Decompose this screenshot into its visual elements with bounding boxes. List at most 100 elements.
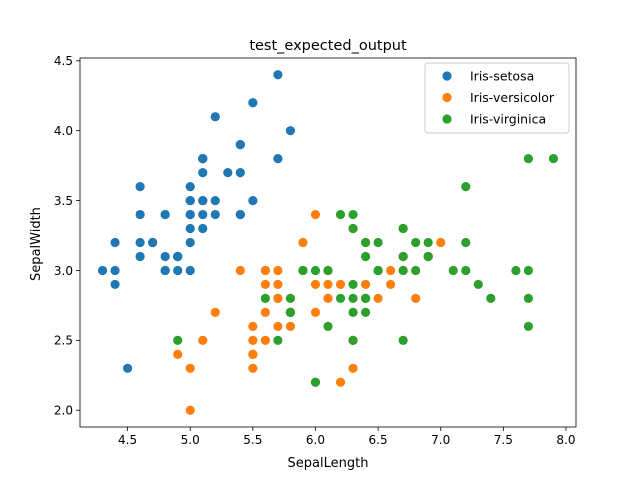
point-iris-versicolor-4 xyxy=(373,293,383,304)
point-iris-versicolor-40 xyxy=(248,321,258,331)
point-iris-versicolor-34 xyxy=(235,265,245,276)
point-iris-virginica-12 xyxy=(411,265,421,276)
point-iris-versicolor-45 xyxy=(273,265,283,276)
point-iris-setosa-25 xyxy=(185,265,195,276)
point-iris-versicolor-37 xyxy=(348,363,358,373)
point-iris-virginica-15 xyxy=(360,237,371,248)
point-iris-versicolor-44 xyxy=(260,307,270,317)
point-iris-versicolor-8 xyxy=(386,279,396,290)
point-iris-versicolor-43 xyxy=(185,363,195,373)
y-tick-label: 3.5 xyxy=(54,194,73,208)
point-iris-virginica-11 xyxy=(360,307,371,317)
point-iris-versicolor-23 xyxy=(323,293,333,304)
point-iris-virginica-7 xyxy=(473,279,483,290)
x-tick-label: 7.5 xyxy=(494,433,513,447)
point-iris-setosa-6 xyxy=(135,209,145,220)
point-iris-setosa-42 xyxy=(110,237,120,248)
point-iris-versicolor-38 xyxy=(260,265,270,276)
x-axis-ticks: 4.5 5.0 5.5 6.0 6.5 7.0 7.5 8.0 xyxy=(118,427,576,447)
point-iris-setosa-33 xyxy=(248,98,258,108)
point-iris-versicolor-26 xyxy=(411,293,421,304)
point-iris-virginica-30 xyxy=(486,293,496,304)
point-iris-virginica-46 xyxy=(348,335,358,345)
legend-label: Iris-virginica xyxy=(470,112,546,127)
y-tick-label: 4.5 xyxy=(54,54,73,68)
point-iris-virginica-0 xyxy=(348,223,358,234)
point-iris-setosa-27 xyxy=(210,195,220,206)
point-iris-virginica-45 xyxy=(398,265,408,276)
point-iris-virginica-25 xyxy=(461,237,471,248)
point-iris-setosa-22 xyxy=(135,181,145,192)
point-iris-setosa-35 xyxy=(185,237,195,248)
point-iris-versicolor-18 xyxy=(335,377,346,387)
point-iris-versicolor-48 xyxy=(198,335,208,345)
point-iris-virginica-27 xyxy=(323,265,333,276)
point-iris-virginica-37 xyxy=(360,251,371,262)
point-iris-setosa-48 xyxy=(223,168,233,178)
point-iris-setosa-36 xyxy=(248,195,258,206)
point-iris-virginica-18 xyxy=(523,321,534,331)
x-tick-label: 6.0 xyxy=(306,433,325,447)
point-iris-setosa-37 xyxy=(173,251,183,262)
point-iris-virginica-17 xyxy=(523,154,534,164)
point-iris-virginica-44 xyxy=(398,223,408,234)
point-iris-virginica-19 xyxy=(310,377,321,387)
point-iris-virginica-29 xyxy=(461,265,471,276)
point-iris-setosa-21 xyxy=(198,168,208,178)
point-iris-setosa-32 xyxy=(210,112,220,122)
point-iris-setosa-18 xyxy=(273,154,283,164)
point-iris-versicolor-46 xyxy=(273,279,283,290)
y-tick-label: 3.0 xyxy=(54,264,73,278)
point-iris-virginica-43 xyxy=(411,237,421,248)
legend-label: Iris-setosa xyxy=(470,69,534,84)
legend-marker xyxy=(442,114,452,124)
point-iris-virginica-40 xyxy=(398,251,408,262)
y-axis-label: SepalWidth xyxy=(29,207,44,281)
points-layer xyxy=(97,70,559,415)
point-iris-setosa-46 xyxy=(198,154,208,164)
y-tick-label: 2.5 xyxy=(54,334,73,348)
point-iris-virginica-8 xyxy=(398,335,408,345)
y-tick-label: 4.0 xyxy=(54,124,73,138)
point-iris-virginica-31 xyxy=(548,154,559,164)
point-iris-virginica-48 xyxy=(335,209,346,220)
legend-marker xyxy=(442,92,452,103)
point-iris-setosa-38 xyxy=(110,265,120,276)
y-axis-ticks: 2.0 2.5 3.0 3.5 4.0 4.5 xyxy=(54,54,80,418)
point-iris-virginica-5 xyxy=(511,265,521,276)
legend-box xyxy=(424,62,570,134)
point-iris-versicolor-33 xyxy=(310,307,321,317)
point-iris-setosa-29 xyxy=(148,237,158,248)
point-iris-virginica-13 xyxy=(273,335,283,345)
point-iris-versicolor-31 xyxy=(248,349,258,359)
point-iris-versicolor-20 xyxy=(298,237,308,248)
point-iris-setosa-47 xyxy=(135,237,145,248)
point-iris-versicolor-14 xyxy=(260,279,270,290)
point-iris-setosa-43 xyxy=(185,195,195,206)
point-iris-versicolor-42 xyxy=(285,321,296,331)
point-iris-setosa-8 xyxy=(110,279,120,290)
point-iris-versicolor-19 xyxy=(260,335,270,345)
point-iris-setosa-23 xyxy=(198,223,208,234)
point-iris-virginica-6 xyxy=(173,335,183,345)
point-iris-virginica-34 xyxy=(323,321,333,331)
point-iris-setosa-30 xyxy=(160,251,170,262)
point-iris-virginica-14 xyxy=(285,293,296,304)
point-iris-versicolor-29 xyxy=(273,321,283,331)
axes-frame xyxy=(79,57,577,428)
x-tick-label: 4.5 xyxy=(118,433,137,447)
point-iris-virginica-35 xyxy=(523,265,534,276)
point-iris-virginica-32 xyxy=(360,293,371,304)
x-tick-label: 8.0 xyxy=(556,433,575,447)
point-iris-versicolor-35 xyxy=(310,209,321,220)
point-iris-setosa-39 xyxy=(198,209,208,220)
point-iris-versicolor-3 xyxy=(248,363,258,373)
point-iris-versicolor-13 xyxy=(323,279,333,290)
point-iris-setosa-17 xyxy=(198,195,208,206)
point-iris-setosa-1 xyxy=(173,265,183,276)
point-iris-versicolor-25 xyxy=(386,265,396,276)
point-iris-versicolor-49 xyxy=(273,293,283,304)
x-tick-label: 5.5 xyxy=(243,433,262,447)
point-iris-virginica-23 xyxy=(348,307,358,317)
